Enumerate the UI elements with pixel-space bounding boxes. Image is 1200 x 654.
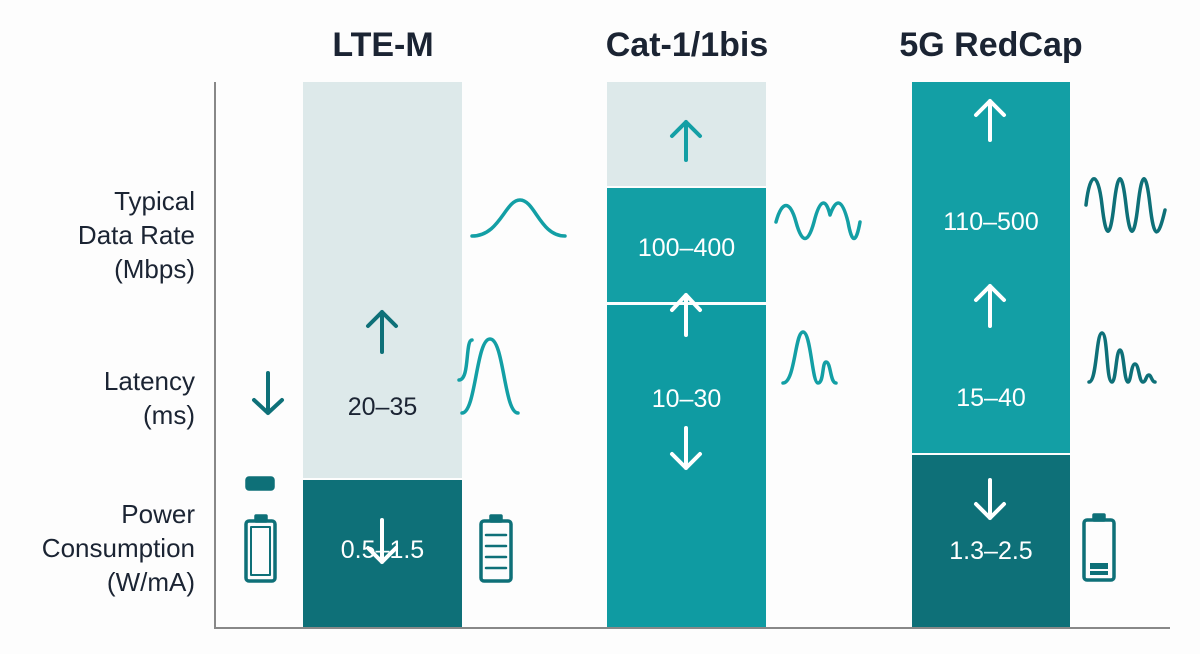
column-header-lte-m: LTE-M — [332, 26, 434, 64]
cat1-data-rate-value: 100–400 — [637, 234, 736, 262]
column-header-cat1: Cat-1/1bis — [605, 26, 769, 64]
battery-empty-icon — [244, 514, 277, 583]
arrow-up-icon — [366, 310, 398, 354]
label-line: Data Rate — [77, 220, 195, 250]
battery-full-icon — [479, 514, 513, 583]
label-line: Power — [121, 499, 195, 529]
cat1-data-rate-block: 100–400 — [607, 188, 766, 302]
cat1-latency-value: 10–30 — [651, 385, 722, 413]
arrow-up-icon — [670, 120, 702, 162]
y-axis-line — [214, 82, 216, 629]
redcap-latency-value: 15–40 — [956, 384, 1026, 412]
label-line: Typical — [114, 186, 195, 216]
label-line: Latency — [103, 366, 195, 396]
redcap-upper-block: 110–500 15–40 — [912, 82, 1070, 453]
arrow-down-icon — [670, 426, 702, 470]
damped-pulse-icon — [781, 330, 838, 385]
multi-peak-pulse-icon — [1087, 331, 1157, 384]
lte-m-upper-block: 20–35 — [303, 82, 462, 478]
label-line: (ms) — [143, 400, 195, 430]
row-label-data-rate: Typical Data Rate (Mbps) — [78, 184, 195, 286]
high-frequency-wave-icon — [1084, 177, 1167, 234]
arrow-up-icon — [974, 99, 1006, 142]
row-label-latency: Latency (ms) — [104, 364, 195, 432]
battery-low-icon — [1082, 513, 1116, 582]
x-axis-line — [214, 627, 1170, 629]
narrow-pulse-icon — [457, 338, 474, 382]
arrow-up-icon — [974, 284, 1006, 328]
battery-empty-icon — [245, 476, 275, 491]
column-header-5g-redcap: 5G RedCap — [899, 26, 1083, 64]
arrow-down-icon — [974, 478, 1006, 520]
redcap-power-value: 1.3–2.5 — [949, 537, 1033, 565]
lte-m-latency-value: 20–35 — [347, 393, 418, 421]
wide-wave-icon — [470, 198, 567, 238]
arrow-up-icon — [670, 293, 702, 337]
oscillation-wave-icon — [774, 201, 862, 241]
arrow-down-icon — [252, 371, 284, 415]
latency-pulse-icon — [460, 337, 520, 415]
label-line: Consumption — [41, 533, 195, 563]
arrow-down-icon — [366, 518, 398, 564]
row-label-power: Power Consumption (W/mA) — [42, 497, 195, 599]
redcap-data-rate-value: 110–500 — [943, 208, 1039, 236]
label-line: (Mbps) — [114, 254, 195, 284]
label-line: (W/mA) — [106, 567, 195, 597]
